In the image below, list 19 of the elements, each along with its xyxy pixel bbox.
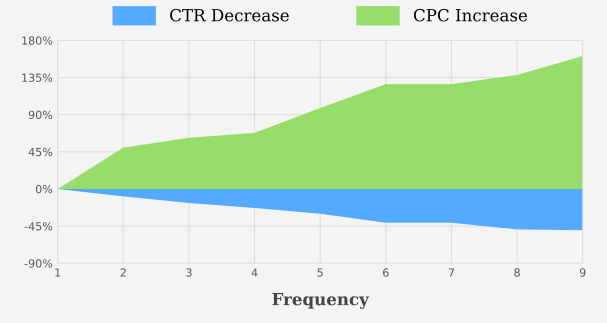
y-tick-label: -45%: [24, 222, 52, 230]
x-tick-label: 2: [120, 268, 126, 277]
y-tick-label: 0%: [36, 184, 52, 194]
x-tick-label: 1: [55, 268, 60, 277]
y-tick-label: 45%: [28, 148, 52, 156]
x-tick-label: 8: [514, 268, 520, 277]
x-tick-label: 4: [252, 268, 258, 277]
x-tick-label: 5: [318, 268, 323, 277]
x-tick-label: 7: [448, 268, 454, 277]
x-tick-label: 9: [580, 268, 586, 277]
x-axis-title: Frequency: [272, 293, 370, 309]
y-tick-label: 90%: [28, 110, 52, 120]
legend-label: CPC Increase: [414, 8, 528, 22]
x-tick-label: 3: [186, 268, 192, 277]
y-tick-label: -90%: [24, 259, 52, 268]
y-tick-label: 180%: [22, 36, 52, 45]
legend-label: CTR Decrease: [170, 8, 289, 22]
x-tick-label: 6: [383, 268, 389, 277]
y-tick-label: 135%: [22, 73, 52, 82]
